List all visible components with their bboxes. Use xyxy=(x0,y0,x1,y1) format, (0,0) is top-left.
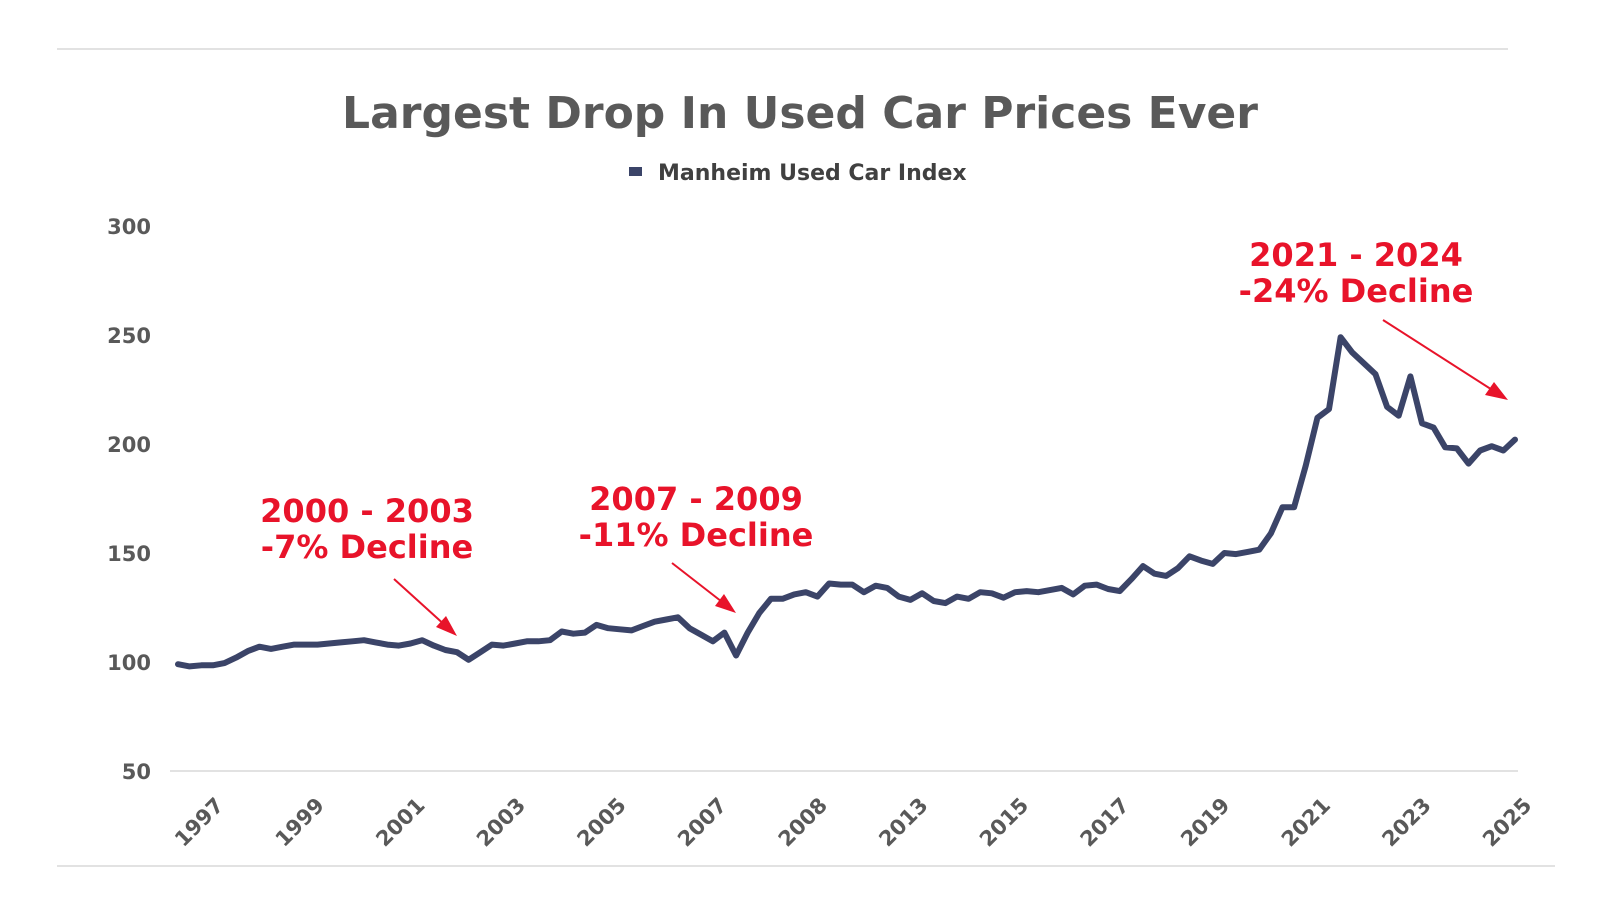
annotation-2-line1: 2007 - 2009 xyxy=(589,480,803,518)
x-tick-label: 2005 xyxy=(573,793,631,851)
annotation-3-line1: 2021 - 2024 xyxy=(1249,236,1463,274)
x-tick-label: 1997 xyxy=(170,793,228,851)
annotation-3-line2: -24% Decline xyxy=(1239,272,1474,310)
annotation-2-arrow xyxy=(671,562,727,606)
y-tick-label: 50 xyxy=(122,760,151,784)
legend-label: Manheim Used Car Index xyxy=(658,161,967,186)
annotation-2021-2024: 2021 - 2024 -24% Decline xyxy=(1239,236,1508,400)
annotation-2007-2009: 2007 - 2009 -11% Decline xyxy=(579,480,814,613)
chart-title: Largest Drop In Used Car Prices Ever xyxy=(342,88,1258,139)
annotation-2000-2003: 2000 - 2003 -7% Decline xyxy=(260,492,474,636)
annotation-2-arrowhead xyxy=(715,594,736,613)
x-tick-label: 2001 xyxy=(371,793,429,851)
x-tick-label: 2023 xyxy=(1377,793,1435,851)
x-tick-label: 2019 xyxy=(1176,793,1234,851)
y-tick-label: 100 xyxy=(107,651,151,675)
annotation-1-arrowhead xyxy=(436,616,457,636)
y-axis-ticks: 50 100 150 200 250 300 xyxy=(107,215,151,784)
y-tick-label: 200 xyxy=(107,433,151,457)
x-tick-label: 2008 xyxy=(774,793,832,851)
x-axis-ticks: 1997 1999 2001 2003 2005 2007 2008 2013 2015 2017… xyxy=(170,793,1536,851)
x-tick-label: 2007 xyxy=(673,793,731,851)
annotation-3-arrow xyxy=(1382,319,1498,394)
x-tick-label: 2015 xyxy=(975,793,1033,851)
annotation-3-arrowhead xyxy=(1485,382,1508,400)
annotation-1-arrow xyxy=(393,578,448,628)
legend-swatch xyxy=(629,167,642,176)
y-tick-label: 150 xyxy=(107,542,151,566)
series-line-manheim xyxy=(175,334,1518,670)
x-tick-label: 1999 xyxy=(271,793,329,851)
y-tick-label: 250 xyxy=(107,324,151,348)
annotation-1-line1: 2000 - 2003 xyxy=(260,492,474,530)
y-tick-label: 300 xyxy=(107,215,151,239)
x-tick-label: 2021 xyxy=(1277,793,1335,851)
annotation-1-line2: -7% Decline xyxy=(261,528,473,566)
annotation-2-line2: -11% Decline xyxy=(579,516,814,554)
x-tick-label: 2013 xyxy=(874,793,932,851)
x-tick-label: 2017 xyxy=(1076,793,1134,851)
legend: Manheim Used Car Index xyxy=(629,161,967,186)
x-tick-label: 2025 xyxy=(1478,793,1536,851)
x-tick-label: 2003 xyxy=(472,793,530,851)
